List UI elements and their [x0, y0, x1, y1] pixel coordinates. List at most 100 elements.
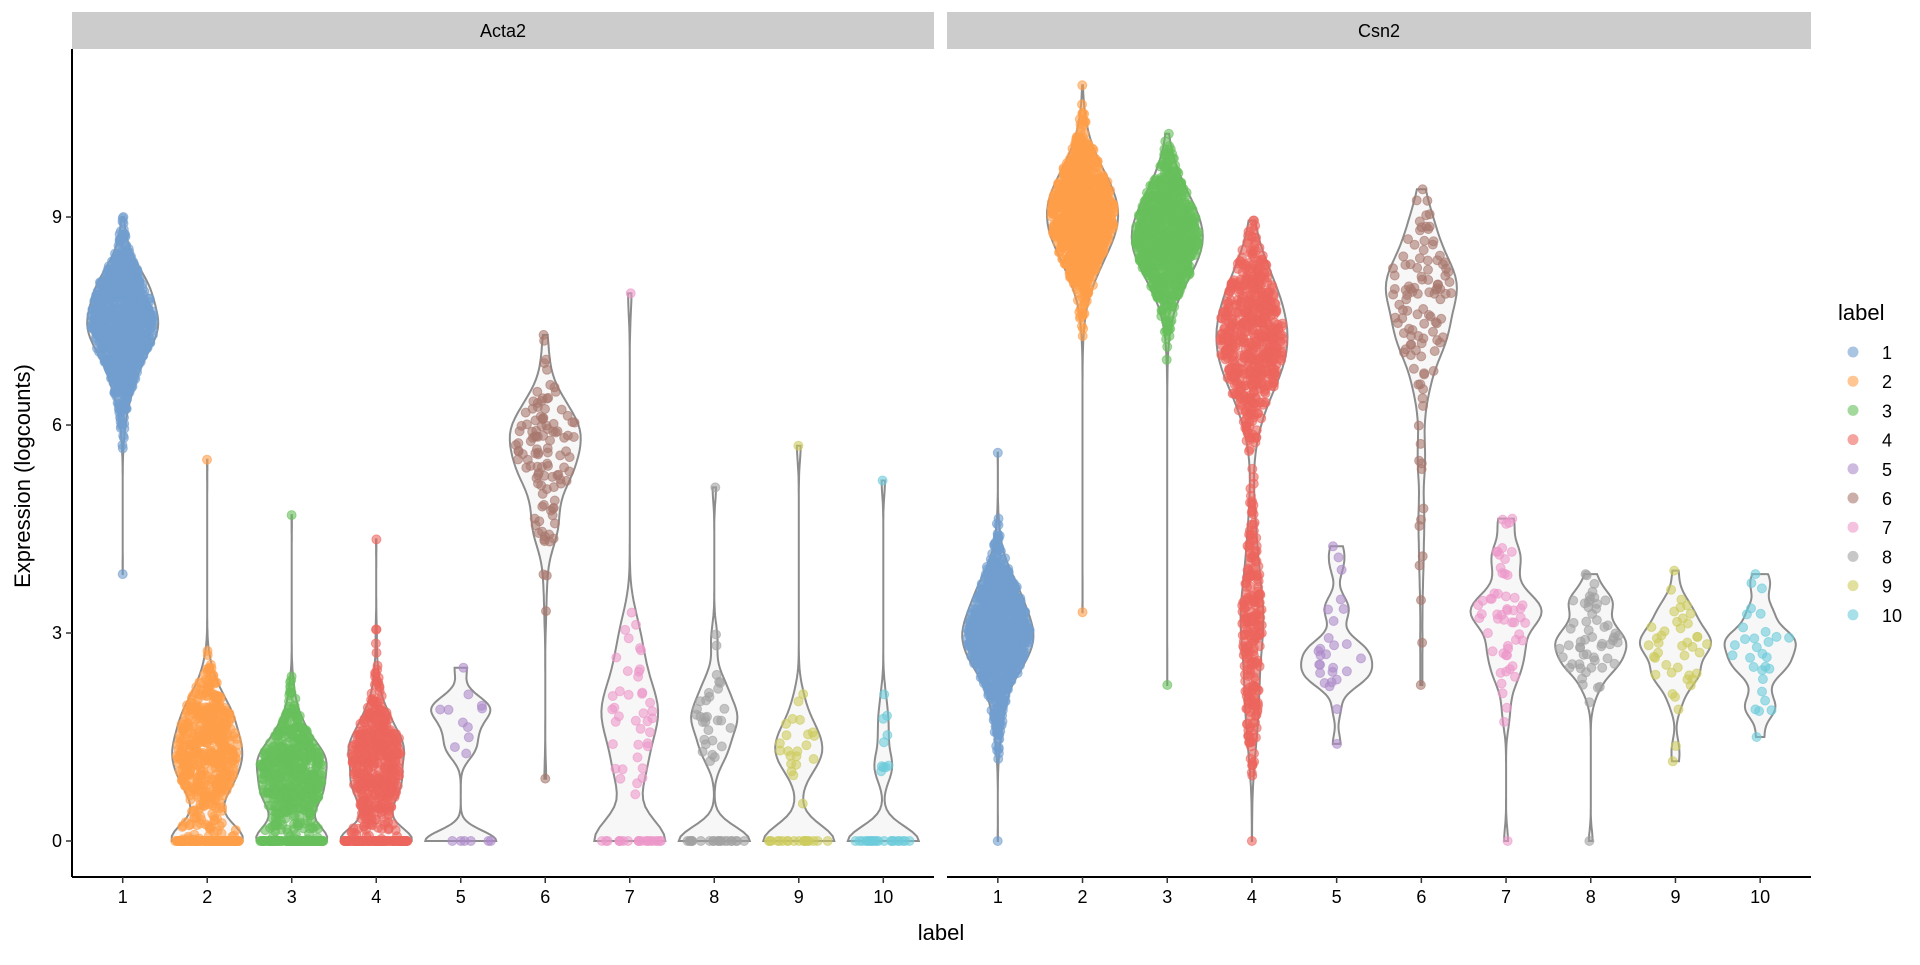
- data-point: [1069, 182, 1078, 191]
- x-tick-label: 10: [873, 887, 893, 907]
- data-point: [209, 725, 218, 734]
- data-point: [186, 820, 195, 829]
- data-point: [203, 455, 212, 464]
- data-point: [1003, 606, 1012, 615]
- data-point: [851, 837, 860, 846]
- data-point: [210, 690, 219, 699]
- data-point: [298, 837, 307, 846]
- data-point: [550, 519, 559, 528]
- y-tick-label: 6: [52, 415, 62, 435]
- data-point: [1078, 608, 1087, 617]
- data-point: [140, 296, 149, 305]
- data-point: [280, 720, 289, 729]
- data-point: [993, 529, 1002, 538]
- data-point: [187, 703, 196, 712]
- data-point: [551, 428, 560, 437]
- data-point: [1078, 100, 1087, 109]
- data-point: [998, 668, 1007, 677]
- data-point: [356, 769, 365, 778]
- data-point: [608, 705, 617, 714]
- data-point: [128, 258, 137, 267]
- data-point: [364, 837, 373, 846]
- data-point: [376, 837, 385, 846]
- data-point: [1077, 322, 1086, 331]
- data-point: [712, 641, 721, 650]
- data-point: [608, 740, 617, 749]
- data-point: [119, 225, 128, 234]
- data-point: [371, 669, 380, 678]
- data-point: [542, 571, 551, 580]
- data-point: [201, 759, 210, 768]
- data-point: [101, 316, 110, 325]
- data-point: [186, 765, 195, 774]
- data-point: [203, 683, 212, 692]
- data-point: [993, 837, 1002, 846]
- data-point: [556, 475, 565, 484]
- data-point: [1079, 247, 1088, 256]
- data-point: [541, 774, 550, 783]
- data-point: [623, 667, 632, 676]
- data-point: [701, 740, 710, 749]
- data-point: [542, 355, 551, 364]
- data-point: [116, 366, 125, 375]
- data-point: [459, 663, 468, 672]
- data-point: [296, 798, 305, 807]
- data-point: [114, 379, 123, 388]
- data-point: [203, 651, 212, 660]
- data-point: [878, 476, 887, 485]
- x-tick-label: 9: [794, 887, 804, 907]
- data-point: [297, 788, 306, 797]
- data-point: [353, 787, 362, 796]
- data-point: [569, 433, 578, 442]
- data-point: [638, 764, 647, 773]
- data-point: [114, 251, 123, 260]
- data-point: [1018, 647, 1027, 656]
- data-point: [392, 730, 401, 739]
- data-point: [612, 653, 621, 662]
- data-point: [196, 722, 205, 731]
- data-point: [1052, 231, 1061, 240]
- data-point: [384, 824, 393, 833]
- data-point: [100, 344, 109, 353]
- data-point: [129, 289, 138, 298]
- data-point: [688, 837, 697, 846]
- data-point: [116, 274, 125, 283]
- violin-label-6: [510, 330, 581, 783]
- data-point: [1061, 172, 1070, 181]
- data-point: [134, 359, 143, 368]
- data-point: [570, 418, 579, 427]
- data-point: [108, 304, 117, 313]
- data-point: [313, 779, 322, 788]
- data-point: [798, 799, 807, 808]
- data-point: [887, 837, 896, 846]
- x-tick-label: 2: [1078, 887, 1088, 907]
- data-point: [521, 408, 530, 417]
- data-point: [347, 828, 356, 837]
- data-point: [627, 608, 636, 617]
- data-point: [782, 719, 791, 728]
- data-point: [871, 837, 880, 846]
- data-point: [764, 837, 773, 846]
- data-point: [386, 837, 395, 846]
- data-point: [615, 687, 624, 696]
- data-point: [397, 837, 406, 846]
- data-point: [1071, 221, 1080, 230]
- data-point: [210, 816, 219, 825]
- data-point: [1007, 635, 1016, 644]
- data-point: [379, 776, 388, 785]
- violin-label-2: [1047, 81, 1119, 617]
- data-point: [726, 724, 735, 733]
- data-point: [823, 837, 832, 846]
- data-point: [1054, 181, 1063, 190]
- data-point: [971, 605, 980, 614]
- data-point: [624, 634, 633, 643]
- data-point: [370, 715, 379, 724]
- data-point: [118, 441, 127, 450]
- data-point: [1071, 271, 1080, 280]
- data-point: [186, 795, 195, 804]
- data-point: [551, 387, 560, 396]
- data-point: [300, 726, 309, 735]
- data-point: [183, 752, 192, 761]
- data-point: [367, 791, 376, 800]
